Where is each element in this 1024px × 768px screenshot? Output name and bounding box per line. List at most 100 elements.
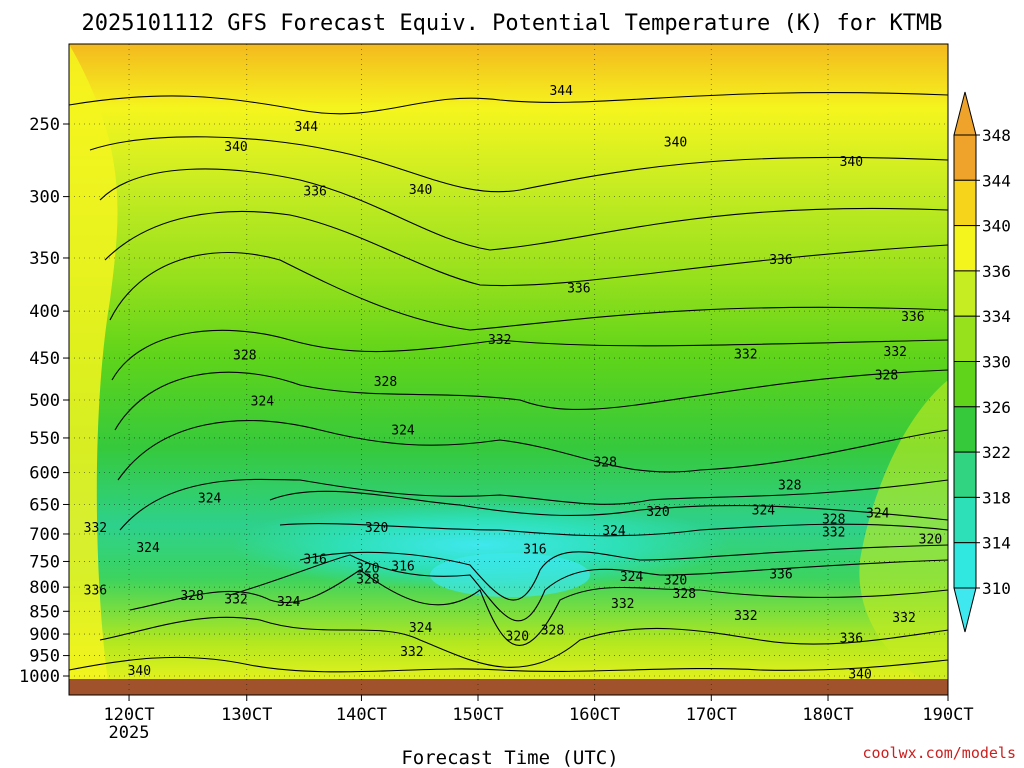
contour-label: 332: [892, 611, 915, 626]
x-tick-label: 170CT: [686, 705, 737, 725]
colorbar-segment: [953, 361, 977, 408]
x-tick-label: 140CT: [336, 705, 387, 725]
contour-label: 332: [84, 521, 107, 536]
contour-label: 328: [233, 348, 256, 363]
contour-label: 328: [593, 456, 616, 471]
contour-line: [117, 420, 948, 481]
contour-label: 336: [840, 631, 863, 646]
contour-label: 320: [365, 521, 388, 536]
colorbar-label: 330: [982, 353, 1011, 372]
ground-strip: [69, 679, 948, 695]
colorbar-label: 344: [982, 171, 1011, 190]
y-axis: 250 300 350 400 450 500 550 600 650 700 750 800 850 9…: [19, 115, 69, 687]
contour-label: 316: [303, 552, 326, 567]
y-tick-label: 1000: [19, 667, 60, 687]
y-tick-label: 650: [29, 495, 60, 515]
x-axis-label: Forecast Time (UTC): [401, 747, 618, 768]
contour-lines: [69, 92, 948, 673]
colorbar-segment: [953, 406, 977, 453]
contour-label: 332: [734, 609, 757, 624]
contour-line: [99, 168, 948, 251]
colorbar-label: 314: [982, 534, 1011, 553]
chart-title: 2025101112 GFS Forecast Equiv. Potential…: [82, 11, 943, 36]
y-tick-label: 950: [29, 647, 60, 667]
contour-label: 324: [391, 424, 415, 439]
contour-label: 340: [409, 183, 432, 198]
contour-line: [99, 616, 948, 668]
colorbar-bottom-arrow: [953, 587, 977, 633]
colorbar-segment: [953, 542, 977, 589]
x-tick-label: 190CT: [922, 705, 973, 725]
x-tick-label: 180CT: [802, 705, 853, 725]
y-tick-label: 850: [29, 602, 60, 622]
contour-label: 332: [734, 347, 757, 362]
contour-label: 316: [391, 560, 414, 575]
contour-label: 340: [128, 664, 151, 679]
contour-line: [109, 251, 948, 331]
field-right-edge: [859, 380, 948, 695]
colorbar-segment: [953, 225, 977, 272]
contour-line: [69, 92, 948, 115]
field-left-edge: [69, 44, 118, 695]
y-tick-label: 400: [29, 302, 60, 322]
colorbar-top-arrow: [953, 91, 977, 136]
colorbar-label: 310: [982, 579, 1011, 598]
x-tick-label: 150CT: [452, 705, 503, 725]
y-tick-label: 250: [29, 115, 60, 135]
contour-label: 332: [488, 333, 511, 348]
contour-label: 344: [295, 120, 319, 135]
y-tick-label: 500: [29, 391, 60, 411]
field-cold-core-inner: [430, 553, 590, 597]
colorbar-label: 336: [982, 262, 1011, 281]
contour-label: 328: [180, 589, 203, 604]
colorbar: 348 344 340 336 334 330 326 322 318 314 310: [953, 91, 1011, 633]
contour-label: 324: [277, 595, 301, 610]
contour-label: 324: [198, 491, 222, 506]
contour-label: 336: [769, 253, 792, 268]
contour-label: 332: [224, 592, 247, 607]
contour-label: 336: [303, 184, 326, 199]
contour-label: 336: [567, 282, 590, 297]
colorbar-segment: [953, 451, 977, 498]
contour-label: 336: [769, 568, 792, 583]
contour-label: 336: [901, 310, 924, 325]
contour-label: 332: [611, 597, 634, 612]
contour-label: 340: [224, 140, 247, 155]
y-tick-label: 600: [29, 464, 60, 484]
x-tick-label: 130CT: [221, 705, 272, 725]
y-tick-label: 750: [29, 552, 60, 572]
x-axis: 120CT 130CT 140CT 150CT 160CT 170CT 180CT 190CT: [103, 695, 974, 725]
colorbar-segment: [953, 270, 977, 317]
field-cold-core: [230, 500, 730, 590]
gridlines: [69, 44, 949, 695]
colorbar-label: 322: [982, 443, 1011, 462]
x-year-label: 2025: [109, 723, 150, 743]
contour-line: [69, 656, 948, 673]
y-tick-label: 550: [29, 429, 60, 449]
contour-label: 328: [541, 623, 564, 638]
contour-label: 324: [136, 541, 160, 556]
colorbar-label: 334: [982, 307, 1011, 326]
y-tick-label: 700: [29, 525, 60, 545]
contour-label: 324: [251, 395, 275, 410]
contour-line: [111, 329, 948, 381]
contour-label: 328: [374, 375, 397, 390]
contour-label: 332: [822, 525, 845, 540]
contour-label: 340: [664, 136, 687, 151]
contour-label: 324: [866, 507, 890, 522]
contour-label: 320: [356, 561, 379, 576]
contour-label: 324: [752, 504, 776, 519]
contour-label: 324: [602, 524, 626, 539]
contour-line: [119, 478, 948, 531]
colorbar-segment: [953, 315, 977, 363]
contour-line: [104, 210, 948, 287]
x-tick-label: 160CT: [569, 705, 620, 725]
contour-label: 328: [778, 479, 801, 494]
contour-line: [129, 569, 948, 646]
contour-label: 328: [356, 573, 379, 588]
contour-label: 320: [646, 505, 669, 520]
contour-label: 340: [848, 667, 871, 682]
colorbar-label: 340: [982, 217, 1011, 236]
